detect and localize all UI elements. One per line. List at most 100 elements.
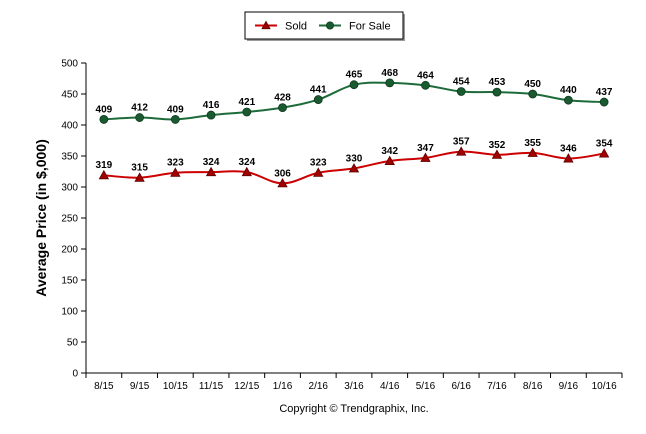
data-label-sold: 323	[167, 158, 184, 169]
data-point-for-sale	[99, 115, 109, 124]
data-point-sold	[598, 148, 610, 158]
x-tick-label: 11/15	[199, 381, 224, 392]
legend-marker-sold	[261, 20, 271, 30]
data-label-for-sale: 428	[274, 93, 291, 104]
data-point-for-sale	[564, 95, 573, 105]
data-point-for-sale	[206, 110, 216, 120]
x-tick-label: 7/16	[487, 381, 507, 392]
data-label-sold: 355	[524, 138, 541, 149]
data-label-for-sale: 421	[238, 97, 255, 108]
data-point-sold	[313, 167, 324, 177]
data-label-for-sale: 453	[489, 77, 506, 88]
y-tick-label: 450	[61, 90, 78, 101]
data-label-for-sale: 412	[131, 103, 148, 114]
data-point-sold	[420, 152, 431, 162]
data-label-for-sale: 450	[524, 79, 541, 90]
data-point-for-sale	[170, 115, 180, 124]
data-point-for-sale	[599, 97, 609, 107]
data-label-for-sale: 441	[310, 85, 327, 96]
data-point-sold	[205, 166, 217, 177]
data-label-sold: 346	[560, 143, 577, 154]
data-label-for-sale: 440	[560, 85, 577, 96]
x-tick-label: 5/16	[416, 381, 436, 392]
y-tick-label: 100	[61, 307, 78, 318]
data-point-for-sale	[421, 80, 430, 90]
data-label-sold: 319	[96, 160, 113, 171]
data-point-for-sale	[242, 107, 252, 117]
series-sold: 319 315 323 324 324 306 323 330 342 347 357 352 355 3…	[96, 137, 613, 188]
data-label-sold: 354	[596, 139, 613, 150]
data-label-for-sale: 437	[596, 87, 613, 98]
series-for-sale: 409 412 409 416 421 428 441 465 468 464 454 453 450 4…	[96, 68, 613, 124]
data-label-sold: 315	[131, 163, 148, 174]
data-label-for-sale: 464	[417, 70, 434, 81]
data-label-sold: 342	[381, 146, 398, 157]
legend-marker-for-sale	[325, 21, 334, 30]
data-point-sold	[348, 163, 360, 173]
data-point-sold	[241, 166, 252, 177]
y-axis-title: Average Price (in $,000)	[33, 139, 49, 296]
data-point-sold	[170, 167, 181, 177]
x-tick-label: 4/16	[380, 381, 400, 392]
data-label-sold: 357	[453, 137, 470, 148]
data-point-for-sale	[313, 95, 323, 104]
legend-item-for-sale: For Sale	[319, 21, 391, 33]
data-point-for-sale	[528, 89, 538, 99]
x-axis-ticks: 8/15 9/15 10/15 11/15 12/15 1/16 2/16 3/16 4/16 5…	[85, 373, 623, 392]
series: 319 315 323 324 324 306 323 330 342 347 357 352 355 3…	[96, 68, 613, 188]
legend-label-sold: Sold	[285, 21, 307, 33]
x-tick-label: 8/15	[94, 381, 114, 392]
data-label-for-sale: 409	[96, 104, 113, 115]
legend-label-for-sale: For Sale	[349, 21, 391, 33]
x-tick-label: 9/15	[130, 381, 150, 392]
data-label-sold: 306	[274, 168, 291, 179]
data-label-sold: 324	[238, 157, 255, 168]
data-point-sold	[384, 155, 395, 165]
x-tick-label: 12/15	[234, 381, 259, 392]
data-point-for-sale	[385, 78, 395, 88]
x-tick-label: 2/16	[309, 381, 329, 392]
data-point-sold	[491, 149, 503, 159]
data-point-sold	[98, 169, 110, 180]
data-point-for-sale	[278, 103, 287, 113]
y-tick-label: 300	[61, 183, 78, 194]
data-label-for-sale: 454	[453, 77, 470, 88]
data-label-for-sale: 465	[346, 70, 363, 81]
data-point-for-sale	[456, 87, 466, 96]
data-label-sold: 352	[489, 140, 506, 151]
y-tick-label: 200	[61, 245, 78, 256]
data-label-for-sale: 468	[381, 68, 398, 79]
data-point-sold	[277, 177, 288, 188]
legend: Sold For Sale	[244, 11, 405, 41]
y-tick-label: 500	[61, 59, 78, 70]
data-label-sold: 347	[417, 143, 434, 154]
x-tick-label: 3/16	[344, 381, 364, 392]
data-label-for-sale: 409	[167, 104, 184, 115]
y-tick-label: 50	[67, 338, 79, 349]
data-point-sold	[134, 172, 145, 182]
y-axis-ticks: 0 50 100 150 200 250 300 350 400 450 500	[61, 59, 86, 380]
y-tick-label: 0	[72, 369, 78, 380]
x-tick-label: 6/16	[451, 381, 471, 392]
x-tick-label: 10/16	[592, 381, 617, 392]
y-tick-label: 400	[61, 121, 78, 132]
copyright-text: Copyright © Trendgraphix, Inc.	[279, 403, 428, 415]
data-point-sold	[563, 153, 574, 163]
x-tick-label: 8/16	[523, 381, 543, 392]
y-tick-label: 350	[61, 152, 78, 163]
data-point-sold	[527, 147, 538, 157]
x-tick-label: 1/16	[273, 381, 293, 392]
data-label-sold: 330	[346, 153, 363, 164]
x-tick-label: 10/15	[163, 381, 188, 392]
data-label-for-sale: 416	[203, 100, 220, 111]
data-point-sold	[456, 146, 467, 156]
y-tick-label: 150	[61, 276, 78, 287]
data-point-for-sale	[492, 87, 502, 97]
data-label-sold: 323	[310, 158, 327, 169]
data-point-for-sale	[135, 113, 145, 122]
data-point-for-sale	[349, 80, 359, 90]
legend-item-sold: Sold	[255, 21, 307, 33]
y-tick-label: 250	[61, 214, 78, 225]
data-label-sold: 324	[203, 157, 220, 168]
